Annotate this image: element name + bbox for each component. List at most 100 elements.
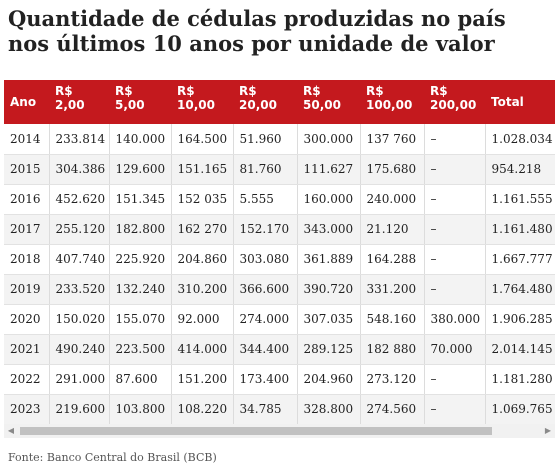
table-row: 2019 233.520 132.240 310.200 366.600 390.720 3… <box>4 274 555 305</box>
table-cell: 490.240 <box>49 334 110 365</box>
table-cell: 5.555 <box>233 184 298 215</box>
table-cell: 452.620 <box>49 184 110 215</box>
table-cell: 1.069.765 <box>485 394 555 425</box>
table-row: 2023 219.600 103.800 108.220 34.785 328.800 27… <box>4 394 555 425</box>
table-cell: 132.240 <box>109 274 172 305</box>
table-cell: 204.960 <box>297 364 361 395</box>
table-cell: – <box>424 244 486 275</box>
table-row: 2021 490.240 223.500 414.000 344.400 289.125 1… <box>4 334 555 365</box>
table-cell: 344.400 <box>233 334 298 365</box>
table-row: 2020 150.020 155.070 92.000 274.000 307.035 54… <box>4 304 555 335</box>
row-year-cell: 2021 <box>4 334 50 365</box>
column-header-total: Total <box>491 95 524 109</box>
column-header-100: R$ 100,00 <box>366 84 413 112</box>
table-cell: 152.170 <box>233 214 298 245</box>
table-cell: 289.125 <box>297 334 361 365</box>
row-year-cell: 2016 <box>4 184 50 215</box>
table-cell: 51.960 <box>233 124 298 155</box>
data-table: Ano R$ 2,00 R$ 5,00 R$ 10,00 R$ 20,00 R$… <box>4 80 555 425</box>
table-cell: 223.500 <box>109 334 172 365</box>
table-cell: 155.070 <box>109 304 172 335</box>
column-header-10: R$ 10,00 <box>177 84 215 112</box>
table-cell: 310.200 <box>171 274 234 305</box>
table-cell: 331.200 <box>360 274 425 305</box>
horizontal-scrollbar[interactable]: ◀ ▶ <box>4 424 555 438</box>
table-cell: 81.760 <box>233 154 298 185</box>
scroll-left-arrow-icon[interactable]: ◀ <box>7 426 15 435</box>
table-header-row: Ano R$ 2,00 R$ 5,00 R$ 10,00 R$ 20,00 R$… <box>4 80 555 124</box>
table-cell: 1.667.777 <box>485 244 555 275</box>
table-row: 2016 452.620 151.345 152 035 5.555 160.000 240… <box>4 184 555 215</box>
table-cell: 407.740 <box>49 244 110 275</box>
table-cell: 1.181.280 <box>485 364 555 395</box>
table-cell: 129.600 <box>109 154 172 185</box>
table-cell: – <box>424 394 486 425</box>
table-cell: 390.720 <box>297 274 361 305</box>
table-cell: 274.560 <box>360 394 425 425</box>
data-table-container[interactable]: Ano R$ 2,00 R$ 5,00 R$ 10,00 R$ 20,00 R$… <box>4 80 555 425</box>
table-cell: 954.218 <box>485 154 555 185</box>
table-cell: 111.627 <box>297 154 361 185</box>
column-header-2: R$ 2,00 <box>55 84 85 112</box>
table-cell: 414.000 <box>171 334 234 365</box>
scroll-right-arrow-icon[interactable]: ▶ <box>544 426 552 435</box>
table-cell: 1.764.480 <box>485 274 555 305</box>
table-row: 2018 407.740 225.920 204.860 303.080 361.889 1… <box>4 244 555 275</box>
table-cell: 307.035 <box>297 304 361 335</box>
row-year-cell: 2020 <box>4 304 50 335</box>
table-cell: 182 880 <box>360 334 425 365</box>
table-row: 2015 304.386 129.600 151.165 81.760 111.627 17… <box>4 154 555 185</box>
table-cell: 233.520 <box>49 274 110 305</box>
row-year-cell: 2018 <box>4 244 50 275</box>
table-cell: 273.120 <box>360 364 425 395</box>
row-year-cell: 2022 <box>4 364 50 395</box>
scrollbar-thumb[interactable] <box>20 427 492 435</box>
row-year-cell: 2014 <box>4 124 50 155</box>
table-cell: 103.800 <box>109 394 172 425</box>
table-cell: – <box>424 184 486 215</box>
column-header-200: R$ 200,00 <box>430 84 477 112</box>
table-cell: 160.000 <box>297 184 361 215</box>
table-cell: 21.120 <box>360 214 425 245</box>
table-cell: 300.000 <box>297 124 361 155</box>
table-cell: 140.000 <box>109 124 172 155</box>
table-cell: 255.120 <box>49 214 110 245</box>
row-year-cell: 2017 <box>4 214 50 245</box>
table-cell: – <box>424 214 486 245</box>
table-cell: 548.160 <box>360 304 425 335</box>
table-cell: 164.500 <box>171 124 234 155</box>
table-cell: 150.020 <box>49 304 110 335</box>
table-cell: 151.200 <box>171 364 234 395</box>
table-cell: 164.288 <box>360 244 425 275</box>
table-cell: 92.000 <box>171 304 234 335</box>
table-cell: 343.000 <box>297 214 361 245</box>
column-header-year: Ano <box>10 95 37 109</box>
table-cell: 182.800 <box>109 214 172 245</box>
table-cell: 162 270 <box>171 214 234 245</box>
table-cell: 225.920 <box>109 244 172 275</box>
column-header-20: R$ 20,00 <box>239 84 277 112</box>
row-year-cell: 2023 <box>4 394 50 425</box>
table-cell: – <box>424 274 486 305</box>
row-year-cell: 2015 <box>4 154 50 185</box>
table-cell: 2.014.145 <box>485 334 555 365</box>
table-cell: 219.600 <box>49 394 110 425</box>
source-note: Fonte: Banco Central do Brasil (BCB) <box>8 451 217 464</box>
table-cell: – <box>424 124 486 155</box>
table-cell: – <box>424 154 486 185</box>
table-cell: 151.345 <box>109 184 172 215</box>
table-row: 2014 233.814 140.000 164.500 51.960 300.000 13… <box>4 124 555 155</box>
table-row: 2022 291.000 87.600 151.200 173.400 204.960 27… <box>4 364 555 395</box>
table-cell: 328.800 <box>297 394 361 425</box>
table-cell: 1.161.555 <box>485 184 555 215</box>
table-cell: 173.400 <box>233 364 298 395</box>
table-cell: 175.680 <box>360 154 425 185</box>
table-cell: 304.386 <box>49 154 110 185</box>
table-cell: 108.220 <box>171 394 234 425</box>
table-cell: 303.080 <box>233 244 298 275</box>
table-cell: – <box>424 364 486 395</box>
table-cell: 137 760 <box>360 124 425 155</box>
table-cell: 366.600 <box>233 274 298 305</box>
table-cell: 70.000 <box>424 334 486 365</box>
table-cell: 1.161.480 <box>485 214 555 245</box>
